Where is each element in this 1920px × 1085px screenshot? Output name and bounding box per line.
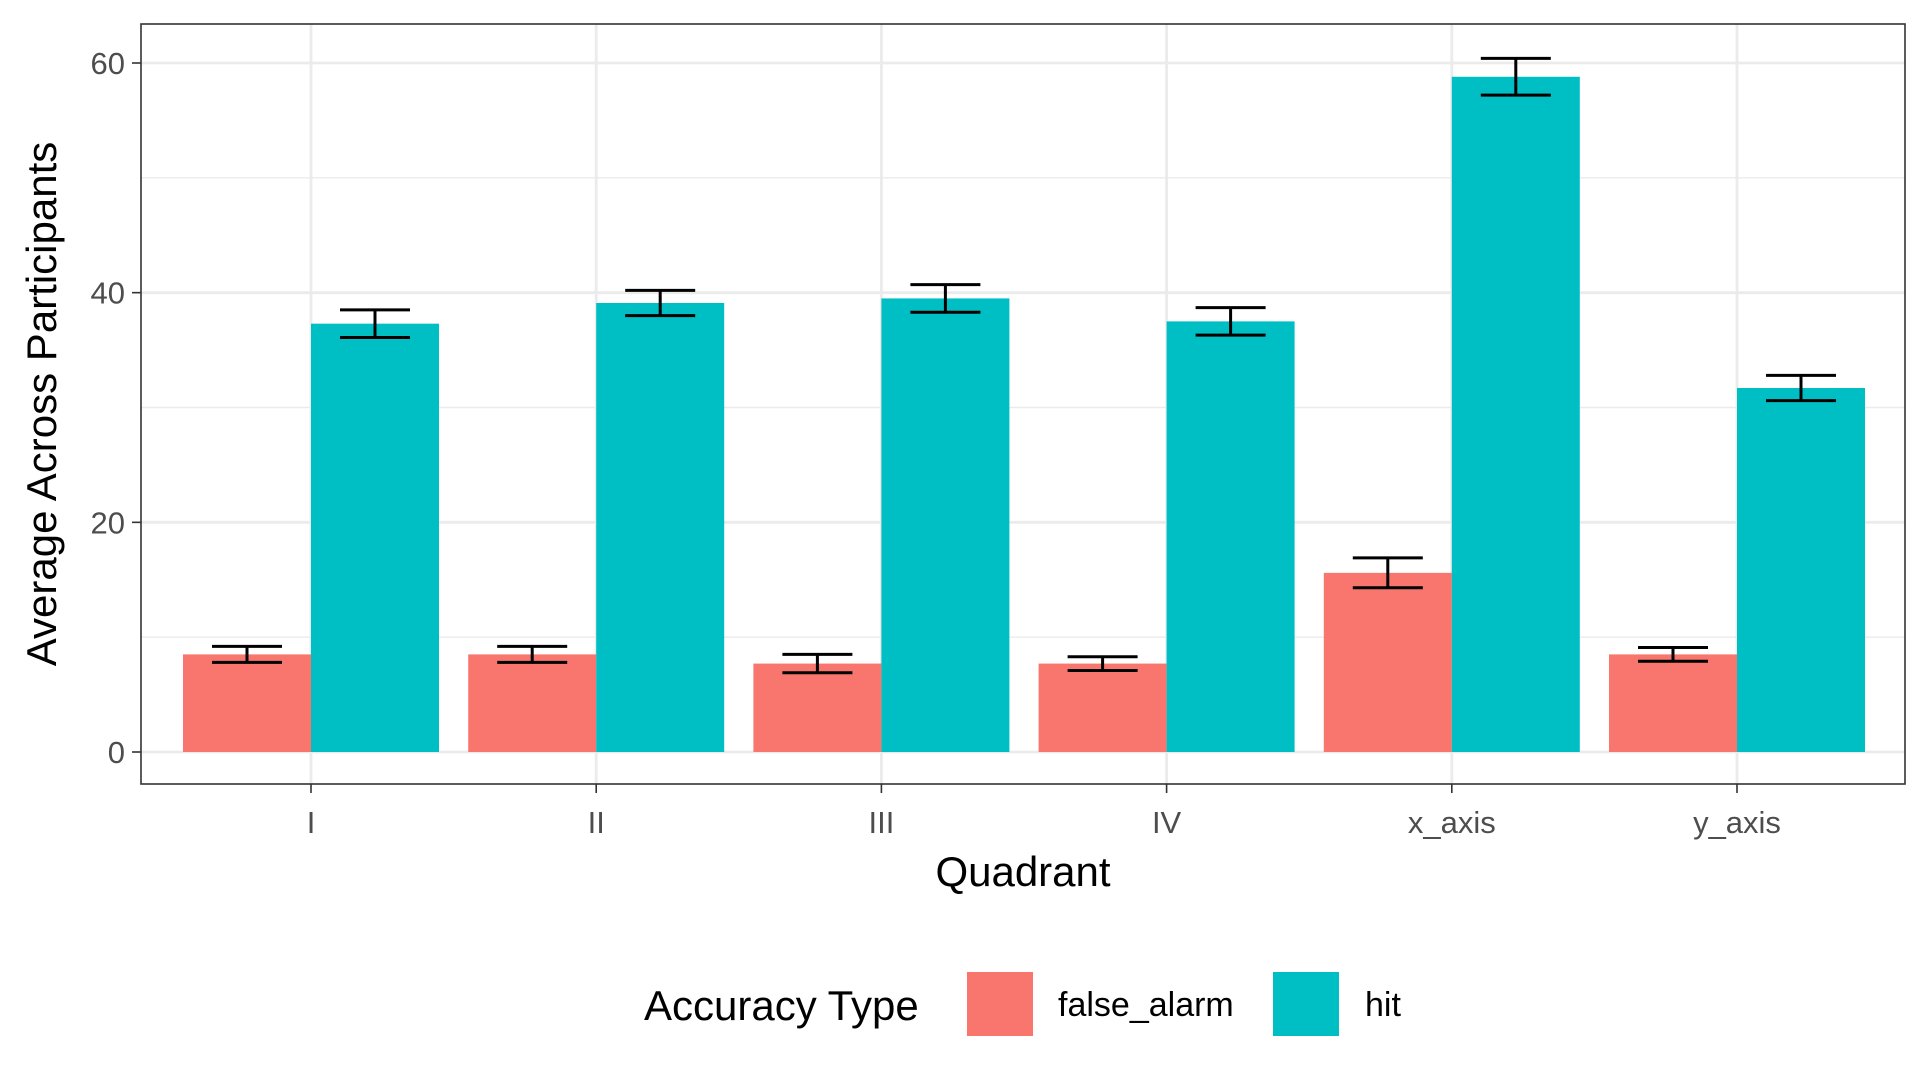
bars (183, 76, 1865, 752)
y-axis-label: Average Across Participants (18, 142, 65, 667)
bar-false_alarm-y_axis (1609, 654, 1737, 752)
bar-hit-y_axis (1737, 387, 1865, 752)
error-bar-false_alarm-II (497, 644, 568, 664)
bar-false_alarm-IV (1038, 663, 1167, 752)
x-tick-label: IV (1152, 805, 1182, 840)
bar-false_alarm-I (183, 654, 311, 752)
error-bar-false_alarm-IV (1067, 655, 1138, 672)
error-bar-hit-IV (1195, 306, 1266, 337)
bar-hit-I (311, 323, 439, 752)
error-bar-false_alarm-x_axis (1352, 556, 1423, 590)
error-bar-false_alarm-I (212, 644, 282, 664)
error-bar-hit-I (340, 308, 410, 339)
legend-key-hit (1273, 972, 1339, 1036)
x-tick-label: III (868, 805, 894, 840)
legend-label-false_alarm: false_alarm (1058, 986, 1234, 1024)
x-tick-label: I (307, 805, 316, 840)
error-bar-hit-II (625, 288, 696, 318)
error-bar-false_alarm-y_axis (1638, 646, 1708, 663)
legend-label-hit: hit (1365, 986, 1401, 1024)
legend-items: false_alarm hit (967, 972, 1401, 1036)
error-bars (212, 56, 1836, 675)
bar-hit-x_axis (1451, 76, 1580, 752)
y-tick-label: 40 (91, 276, 125, 311)
x-tick-label: II (588, 805, 605, 840)
bar-false_alarm-II (468, 654, 597, 752)
bar-hit-IV (1166, 321, 1295, 752)
bar-hit-II (596, 303, 725, 752)
legend: Accuracy Type false_alarm hit (644, 972, 1401, 1036)
error-bar-hit-y_axis (1766, 373, 1836, 403)
legend-title: Accuracy Type (644, 982, 919, 1029)
bar-false_alarm-x_axis (1323, 572, 1452, 752)
bar-hit-III (881, 298, 1010, 752)
error-bar-hit-x_axis (1480, 56, 1551, 97)
x-axis-label: Quadrant (935, 848, 1110, 895)
y-tick-label: 0 (108, 735, 125, 770)
error-bar-false_alarm-III (782, 652, 853, 675)
error-bar-hit-III (910, 283, 981, 314)
bar-false_alarm-III (753, 663, 882, 752)
y-tick-label: 20 (91, 505, 125, 540)
panel-border (140, 23, 1906, 785)
x-tick-label: x_axis (1408, 805, 1496, 840)
y-tick-label: 60 (91, 46, 125, 81)
x-tick-label: y_axis (1693, 805, 1781, 840)
legend-key-false_alarm (967, 972, 1033, 1036)
